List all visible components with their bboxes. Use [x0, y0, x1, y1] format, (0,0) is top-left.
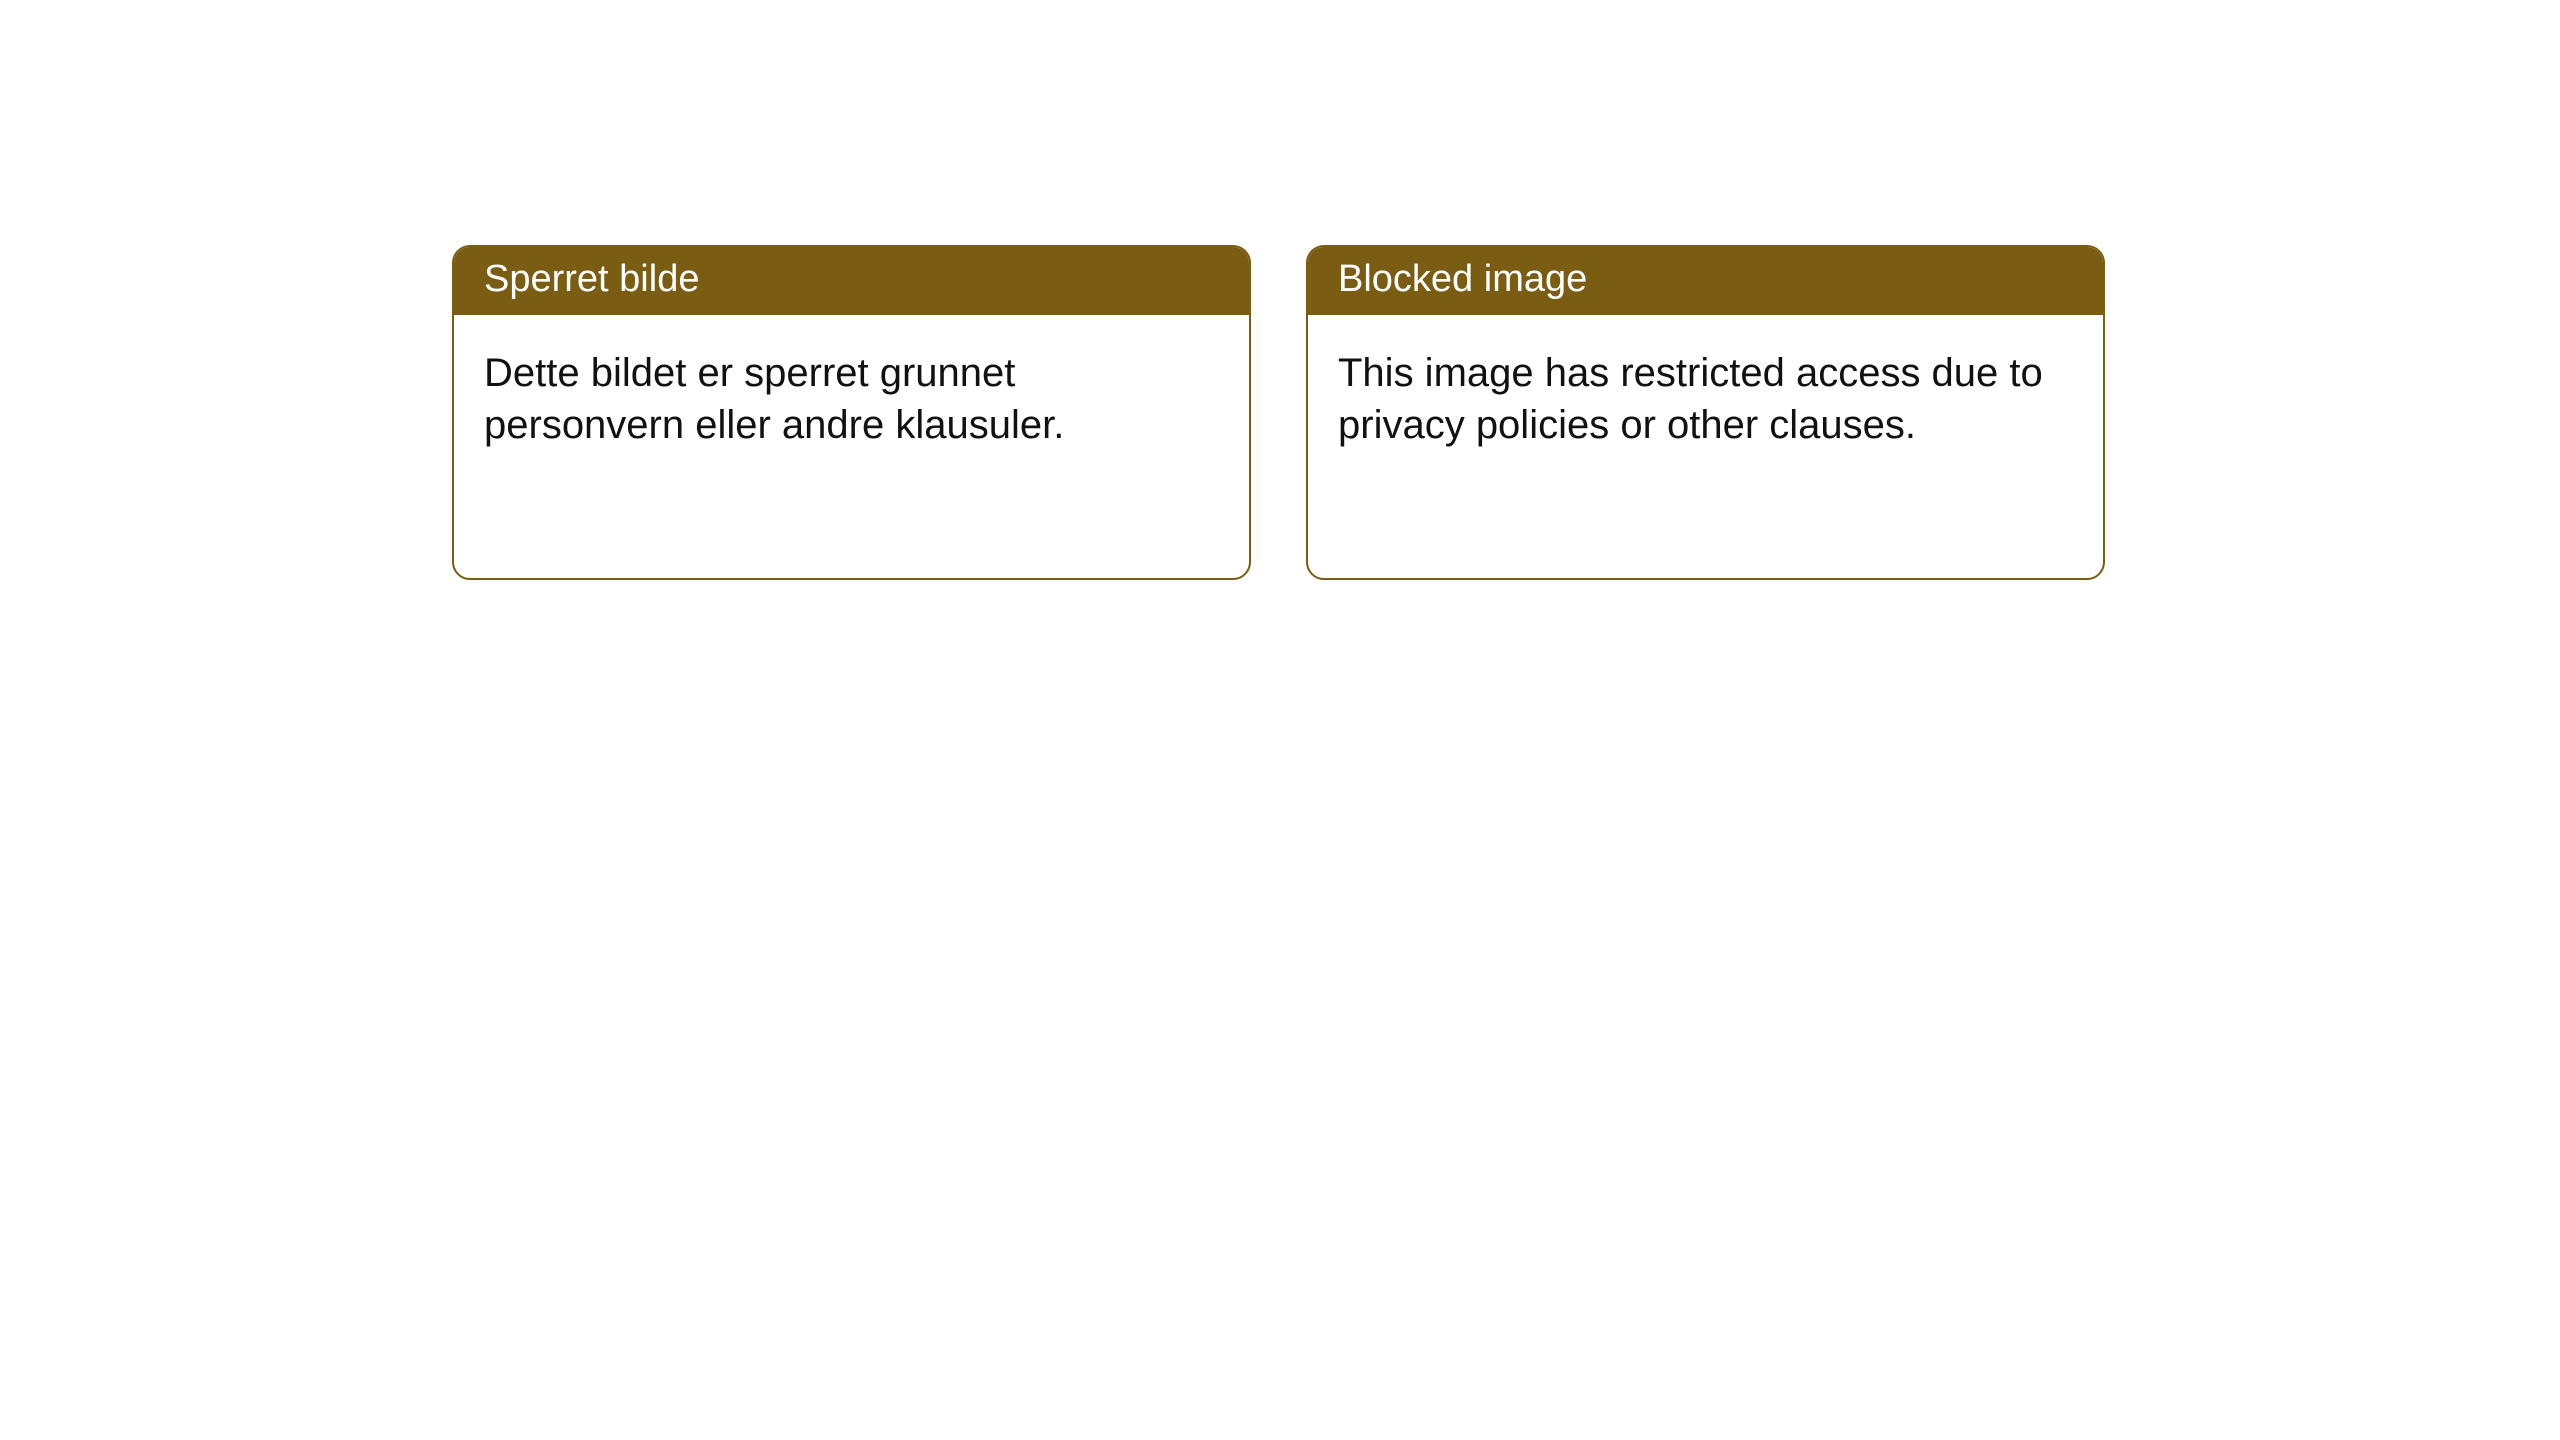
notice-wrapper: Sperret bilde Dette bildet er sperret gr…: [452, 245, 2105, 580]
notice-body-norwegian: Dette bildet er sperret grunnet personve…: [454, 315, 1249, 481]
notice-title-english: Blocked image: [1338, 258, 1587, 300]
notice-title-norwegian: Sperret bilde: [484, 258, 699, 300]
notice-header-english: Blocked image: [1308, 247, 2103, 315]
notice-header-norwegian: Sperret bilde: [454, 247, 1249, 315]
notice-card-english: Blocked image This image has restricted …: [1306, 245, 2105, 580]
notice-body-english: This image has restricted access due to …: [1308, 315, 2103, 481]
notice-body-text-english: This image has restricted access due to …: [1338, 351, 2043, 447]
notice-card-norwegian: Sperret bilde Dette bildet er sperret gr…: [452, 245, 1251, 580]
notice-body-text-norwegian: Dette bildet er sperret grunnet personve…: [484, 351, 1064, 447]
